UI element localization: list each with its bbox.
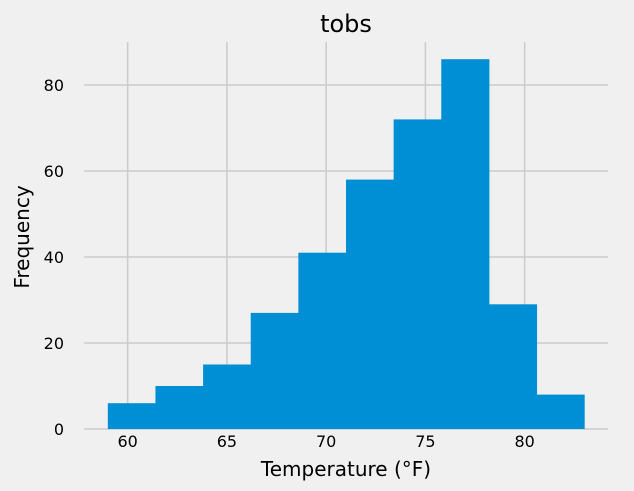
histogram-bar [298,252,347,429]
x-tick-label: 80 [514,432,534,451]
x-tick-label: 75 [415,432,435,451]
histogram-bar [346,179,395,429]
histogram-bar [250,312,299,429]
y-tick-labels: 0 20 40 60 80 [44,76,64,439]
chart-title: tobs [320,10,372,38]
histogram-bar [203,364,252,429]
x-tick-label: 65 [217,432,237,451]
y-tick-label: 0 [54,420,64,439]
bars [107,59,585,430]
y-axis-label: Frequency [10,185,34,288]
y-tick-label: 60 [44,162,64,181]
y-tick-label: 80 [44,76,64,95]
y-tick-label: 20 [44,334,64,353]
histogram-bar [536,394,585,429]
x-tick-labels: 60 65 70 75 80 [117,432,534,451]
x-tick-label: 70 [316,432,336,451]
histogram-bar [155,386,204,429]
x-axis-label: Temperature (°F) [260,457,431,481]
histogram-bar [441,59,490,429]
histogram-bar [393,119,442,430]
y-tick-label: 40 [44,248,64,267]
x-tick-label: 60 [117,432,137,451]
histogram-bar [488,304,538,429]
histogram-bar [107,403,156,429]
